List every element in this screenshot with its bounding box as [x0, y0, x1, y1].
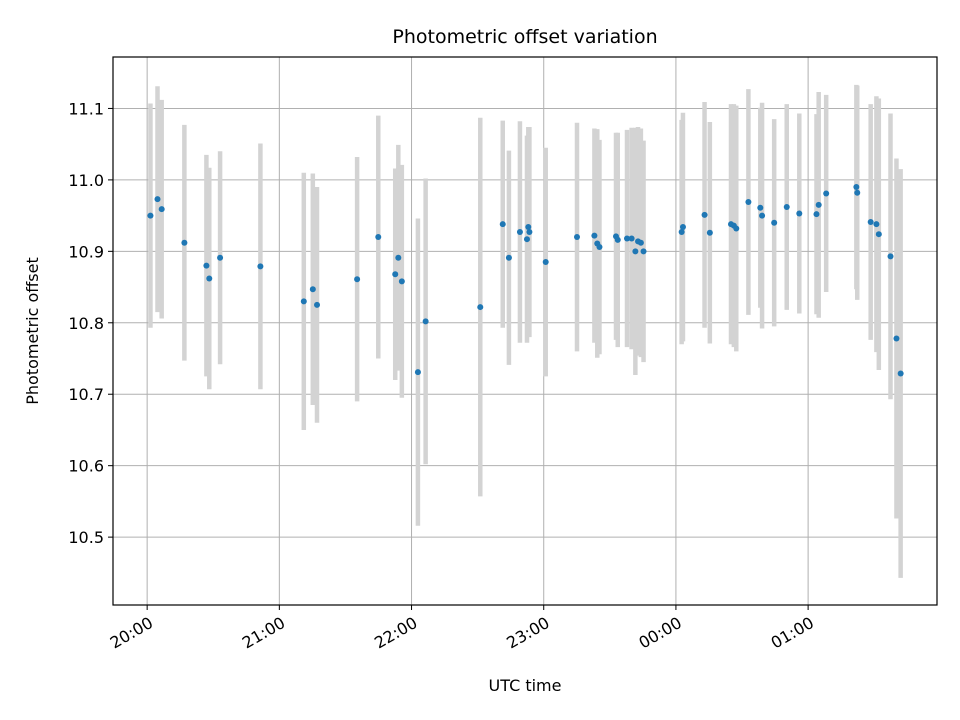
data-point — [354, 276, 361, 283]
data-point — [499, 221, 506, 228]
data-point — [733, 225, 740, 232]
data-point — [893, 335, 900, 342]
y-tick-label: 10.5 — [68, 528, 104, 547]
data-point — [783, 204, 790, 211]
data-point — [853, 184, 860, 191]
data-point — [706, 229, 713, 236]
data-point — [392, 271, 399, 278]
data-point — [573, 234, 580, 241]
data-point — [745, 199, 752, 206]
data-point — [771, 219, 778, 226]
data-point — [257, 263, 264, 270]
data-point — [813, 211, 820, 218]
chart-title: Photometric offset variation — [392, 26, 657, 48]
data-point — [614, 236, 621, 243]
data-point — [477, 304, 484, 311]
y-tick-label: 10.7 — [68, 385, 104, 404]
data-point — [701, 211, 708, 218]
data-point — [591, 232, 598, 239]
data-point — [875, 231, 882, 238]
data-point — [897, 370, 904, 377]
data-point — [422, 318, 429, 325]
data-point — [854, 189, 861, 196]
y-axis-label: Photometric offset — [23, 257, 42, 405]
data-point — [516, 229, 523, 236]
data-point — [414, 369, 421, 376]
x-axis-label: UTC time — [489, 676, 562, 695]
data-point — [206, 275, 213, 282]
data-point — [154, 196, 161, 203]
data-point — [637, 239, 644, 246]
data-point — [523, 236, 530, 243]
data-point — [867, 219, 874, 226]
data-point — [505, 254, 512, 261]
data-point — [596, 244, 603, 251]
data-point — [757, 204, 764, 211]
data-point — [542, 259, 549, 266]
data-point — [398, 278, 405, 285]
data-point — [395, 254, 402, 261]
y-tick-label: 11.0 — [68, 171, 104, 190]
data-point — [525, 224, 532, 231]
data-point — [624, 235, 631, 242]
data-point — [640, 248, 647, 255]
data-point — [181, 239, 188, 246]
data-point — [217, 254, 224, 261]
data-point — [678, 229, 685, 236]
data-point — [823, 190, 830, 197]
data-point — [759, 212, 766, 219]
data-point — [887, 253, 894, 260]
y-tick-label: 10.9 — [68, 242, 104, 261]
data-point — [679, 224, 686, 231]
y-tick-label: 10.8 — [68, 314, 104, 333]
data-point — [300, 298, 307, 305]
data-points — [147, 184, 904, 377]
plot-frame — [112, 56, 938, 606]
data-point — [873, 221, 880, 228]
data-point — [632, 248, 639, 255]
data-point — [375, 234, 382, 241]
data-point — [796, 210, 803, 217]
data-point — [815, 201, 822, 208]
data-point — [309, 286, 316, 293]
y-tick-label: 11.1 — [68, 99, 104, 118]
data-point — [526, 229, 533, 236]
y-axis-ticks: 10.5 10.6 10.7 10.8 10.9 11.0 11.1 — [68, 99, 113, 547]
data-point — [203, 262, 210, 269]
data-point — [314, 301, 321, 308]
y-tick-label: 10.6 — [68, 457, 104, 476]
data-point — [628, 235, 635, 242]
data-point — [147, 212, 154, 219]
data-point — [158, 206, 165, 213]
